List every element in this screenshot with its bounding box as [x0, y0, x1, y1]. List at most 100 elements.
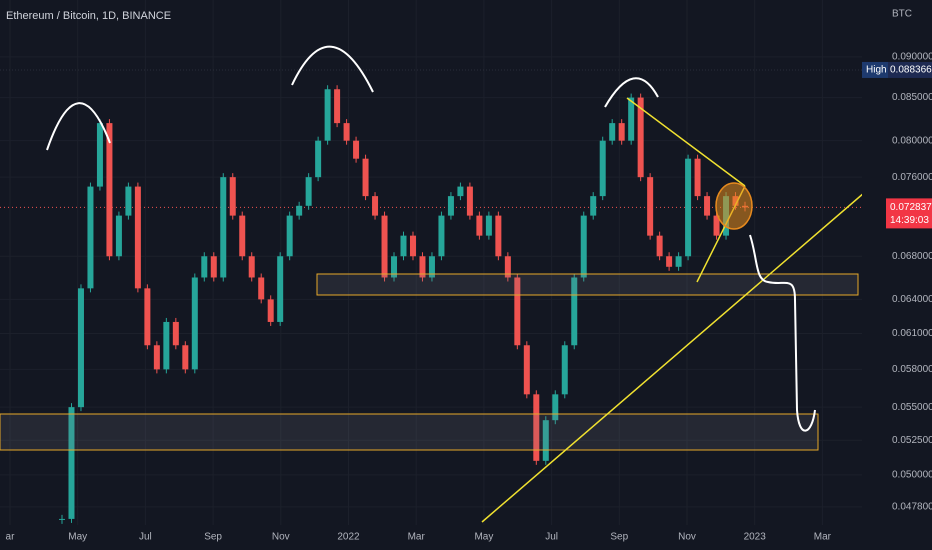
candle [153, 345, 160, 370]
candle [580, 215, 587, 278]
projection-path [749, 234, 816, 432]
candle [495, 215, 502, 257]
x-tick-label: 2023 [744, 532, 767, 543]
high-tag [862, 61, 888, 78]
candle [353, 140, 360, 159]
arc-drawing [291, 45, 374, 93]
candle [656, 235, 663, 257]
grid [0, 69, 862, 208]
candle [277, 256, 284, 322]
demand-zone [0, 413, 819, 451]
candle [334, 89, 341, 124]
x-tick-label: Sep [610, 532, 628, 543]
candle [381, 215, 388, 278]
candle [229, 177, 236, 216]
candle [485, 215, 492, 236]
candle [182, 345, 189, 370]
candle [324, 89, 331, 141]
candle [239, 215, 246, 257]
candle [713, 215, 720, 236]
candle [609, 123, 616, 141]
candle [447, 196, 454, 216]
trend-line [481, 173, 887, 523]
candle [115, 215, 122, 257]
candle [248, 256, 255, 278]
x-tick-label: Jul [139, 532, 152, 543]
high-tag-label: High [866, 65, 887, 76]
candle [685, 158, 692, 257]
y-tick-label: 0.061000 [892, 328, 932, 339]
candle [523, 345, 530, 395]
candle [258, 277, 265, 300]
x-tick-label: Nov [678, 532, 696, 543]
high-value: 0.088366 [890, 65, 932, 76]
x-tick-label: ar [6, 532, 16, 543]
candle [504, 256, 511, 278]
y-tick-label: 0.052500 [892, 435, 932, 446]
highlight-circle [715, 182, 753, 230]
x-tick-label: May [68, 532, 87, 543]
last-price: 0.072837 [890, 202, 932, 213]
candle [191, 277, 198, 370]
candle [400, 235, 407, 257]
candle [144, 288, 151, 346]
y-tick-label: 0.090000 [892, 52, 932, 63]
candle [428, 256, 435, 278]
candle [533, 394, 540, 461]
candle [87, 186, 94, 289]
candle [172, 321, 179, 346]
x-tick-label: Mar [408, 532, 426, 543]
candle [694, 158, 701, 197]
axis: 0.090000 0.085000 0.080000 0.076000 0.068000… [6, 52, 932, 543]
candle [77, 288, 84, 408]
x-tick-label: May [474, 532, 493, 543]
candle [372, 196, 379, 216]
candle [409, 235, 416, 257]
candle [419, 256, 426, 278]
y-tick-label: 0.050000 [892, 470, 932, 481]
candle [438, 215, 445, 257]
candle [457, 186, 464, 197]
candle [210, 256, 217, 278]
candle [305, 177, 312, 206]
y-tick-label: 0.064000 [892, 294, 932, 305]
candle [296, 205, 303, 216]
last-price-box [886, 198, 932, 229]
currency-label: BTC [892, 9, 912, 20]
y-tick-label: 0.076000 [892, 172, 932, 183]
candle [267, 299, 274, 322]
candle [637, 97, 644, 178]
candle [666, 256, 673, 267]
y-tick-label: 0.047800 [892, 502, 932, 513]
candle [315, 140, 322, 178]
candle [391, 256, 398, 278]
candle [96, 123, 103, 187]
candle [590, 196, 597, 216]
y-tick-label: 0.080000 [892, 135, 932, 146]
x-tick-label: 2022 [337, 532, 360, 543]
candle [125, 186, 132, 216]
candle [628, 97, 635, 141]
y-tick-label: 0.058000 [892, 364, 932, 375]
candle [704, 196, 711, 216]
y-tick-label: 0.085000 [892, 92, 932, 103]
candle [201, 256, 208, 278]
x-tick-label: Mar [814, 532, 832, 543]
candle [134, 186, 141, 289]
chart-title: Ethereum / Bitcoin, 1D, BINANCE [6, 10, 171, 22]
high-value-box [888, 61, 932, 78]
candle [514, 277, 521, 346]
support-zone [316, 273, 859, 296]
candle [561, 345, 568, 395]
price-axis [862, 0, 932, 550]
candle [220, 177, 227, 278]
candle [542, 420, 549, 461]
candle [552, 394, 559, 421]
arc-drawing [604, 77, 659, 108]
y-tick-label: 0.068000 [892, 251, 932, 262]
wedge-upper [626, 97, 746, 187]
candle [618, 123, 625, 141]
candle [362, 158, 369, 197]
candle [106, 123, 113, 257]
